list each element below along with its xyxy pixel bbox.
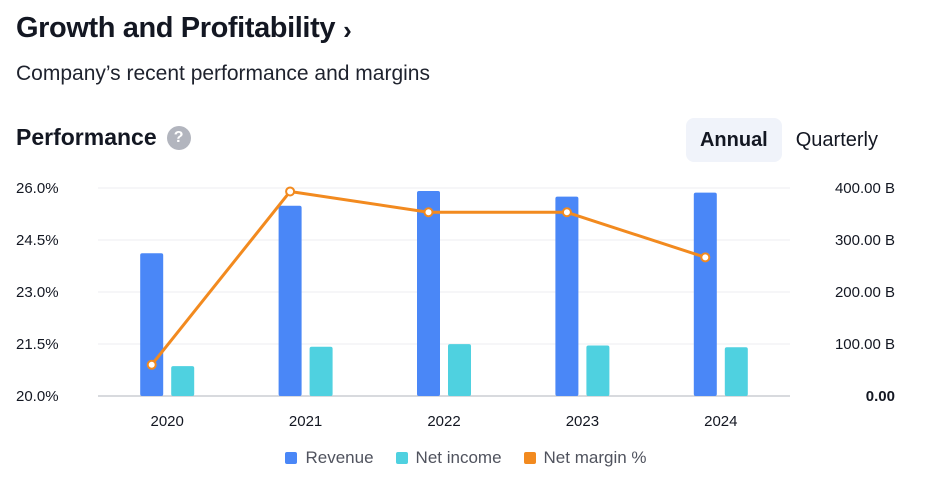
net-income-bar (309, 346, 333, 396)
net-income-bar (171, 366, 195, 396)
help-icon[interactable]: ? (166, 125, 191, 150)
net-margin-point (285, 186, 296, 197)
revenue-bar (417, 190, 440, 396)
y-left-tick-label: 24.5% (16, 232, 59, 249)
legend-item-net-income[interactable]: Net income (395, 448, 502, 468)
net-margin-point (700, 252, 711, 263)
x-tick-label: 2022 (427, 413, 460, 430)
y-left-tick-label: 23.0% (16, 284, 59, 301)
legend-label-net-income: Net income (415, 448, 502, 467)
performance-header: Performance ? (16, 124, 191, 151)
y-right-tick-label: 0.00 (866, 388, 895, 405)
net-margin-point (146, 359, 157, 370)
legend-swatch-revenue (285, 452, 298, 464)
net-income-bar (586, 345, 610, 396)
y-right-tick-label: 100.00 B (835, 336, 895, 353)
legend-item-net-margin[interactable]: Net margin % (523, 448, 647, 468)
tab-quarterly[interactable]: Quarterly (795, 128, 878, 151)
legend-swatch-net-income (395, 452, 408, 464)
legend-item-revenue[interactable]: Revenue (285, 448, 374, 468)
x-tick-label: 2021 (289, 413, 322, 430)
x-tick-label: 2020 (151, 413, 184, 430)
net-margin-point (561, 207, 572, 218)
revenue-bar (555, 196, 579, 396)
chart-legend: Revenue Net income Net margin % (0, 448, 932, 468)
y-left-tick-label: 26.0% (16, 180, 59, 197)
x-tick-label: 2024 (704, 413, 737, 430)
x-tick-label: 2023 (566, 413, 599, 430)
section-title-link[interactable]: Growth and Profitability › (16, 12, 352, 45)
y-left-tick-label: 20.0% (16, 388, 59, 405)
page-subtitle: Company’s recent performance and margins (16, 62, 430, 85)
y-right-tick-label: 200.00 B (835, 284, 895, 301)
net-margin-point (423, 207, 434, 218)
revenue-bar (140, 253, 164, 396)
chevron-right-icon[interactable]: › (343, 14, 352, 45)
period-toggle: Annual Quarterly (685, 118, 892, 162)
performance-title: Performance (16, 124, 157, 150)
legend-label-net-margin: Net margin % (543, 448, 647, 467)
legend-label-revenue: Revenue (305, 448, 374, 467)
tab-annual[interactable]: Annual (685, 118, 782, 162)
revenue-bar (278, 205, 302, 396)
page-title[interactable]: Growth and Profitability (16, 12, 336, 44)
y-left-tick-label: 21.5% (16, 336, 59, 353)
y-right-tick-label: 300.00 B (835, 232, 895, 249)
legend-swatch-net-margin (523, 452, 536, 464)
net-income-bar (448, 344, 471, 396)
net-income-bar (724, 347, 748, 396)
revenue-bar (693, 192, 717, 396)
y-right-tick-label: 400.00 B (835, 180, 895, 197)
